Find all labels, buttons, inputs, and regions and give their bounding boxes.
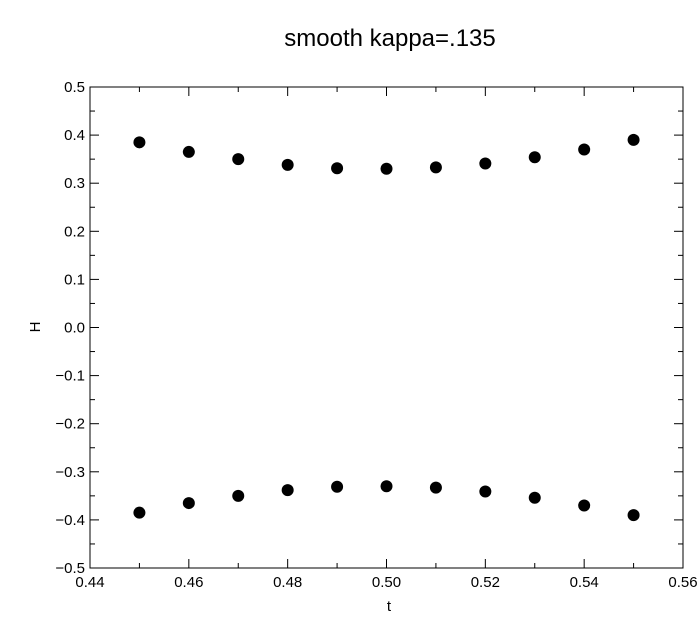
data-point	[627, 133, 640, 146]
y-tick-label: −0.5	[55, 560, 85, 577]
data-point	[429, 161, 442, 174]
x-tick-label: 0.44	[75, 574, 104, 591]
y-tick-label: −0.3	[55, 464, 85, 481]
x-tick-label: 0.56	[668, 574, 697, 591]
y-tick-label: 0.0	[64, 320, 85, 337]
data-point	[479, 157, 492, 170]
data-point	[528, 151, 541, 164]
data-point	[133, 506, 146, 519]
y-tick-label: 0.5	[64, 79, 85, 96]
data-point	[479, 485, 492, 498]
data-point	[578, 143, 591, 156]
data-point	[627, 509, 640, 522]
x-tick-label: 0.50	[372, 574, 401, 591]
data-point	[182, 497, 195, 510]
plot-frame	[89, 86, 684, 569]
y-tick-label: 0.1	[64, 271, 85, 288]
data-point	[232, 153, 245, 166]
data-point	[380, 162, 393, 175]
data-point	[429, 481, 442, 494]
chart-title: smooth kappa=.135	[284, 25, 496, 52]
y-tick-label: 0.3	[64, 175, 85, 192]
y-axis-title: H	[27, 322, 44, 333]
x-tick-label: 0.54	[570, 574, 599, 591]
axis-ticks	[89, 86, 684, 569]
x-axis-tick-labels: 0.44 0.46 0.48 0.50 0.52 0.54 0.56	[75, 574, 697, 591]
data-point	[331, 162, 344, 175]
data-point	[232, 489, 245, 502]
x-axis-title: t	[387, 598, 392, 615]
data-point	[380, 480, 393, 493]
data-point	[528, 491, 541, 504]
x-tick-label: 0.52	[471, 574, 500, 591]
y-tick-label: 0.2	[64, 223, 85, 240]
data-point	[281, 158, 294, 171]
x-tick-label: 0.46	[174, 574, 203, 591]
y-tick-label: −0.2	[55, 416, 85, 433]
y-axis-tick-labels: 0.5 0.4 0.3 0.2 0.1 0.0 −0.1 −0.2 −0.3 −0.4 −0.5	[55, 79, 85, 577]
data-point	[578, 499, 591, 512]
y-tick-label: −0.1	[55, 368, 85, 385]
data-point	[133, 136, 146, 149]
data-point	[331, 480, 344, 493]
x-tick-label: 0.48	[273, 574, 302, 591]
data-point	[281, 484, 294, 497]
data-points	[133, 133, 640, 522]
data-point	[182, 145, 195, 158]
y-tick-label: 0.4	[64, 127, 85, 144]
y-tick-label: −0.4	[55, 512, 85, 529]
